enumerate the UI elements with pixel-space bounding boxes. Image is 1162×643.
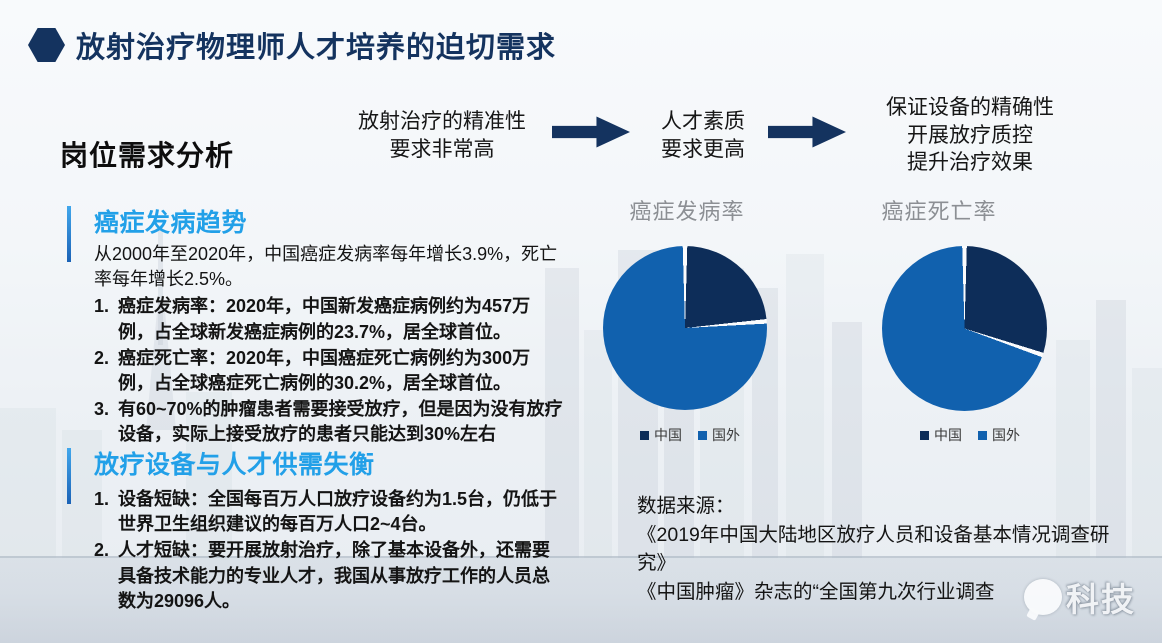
legend-entry-foreign: 国外: [978, 425, 1020, 445]
list-number: 2.: [94, 347, 110, 368]
watermark: 科技: [1024, 573, 1136, 621]
hexagon-bullet-icon: [28, 28, 65, 62]
right-arrow-icon: [552, 116, 630, 148]
list-number: 1.: [94, 489, 110, 509]
flow-step-talent: 人才素质 要求更高: [661, 110, 745, 161]
pie-chart-mortality: [882, 246, 1047, 411]
legend-label: 国外: [992, 427, 1020, 443]
list-item: 1. 设备短缺：全国每百万人口放疗设备约为1.5台，仍低于世界卫生组织建议的每百…: [94, 487, 564, 537]
list-text: 人才短缺：要开展放射治疗，除了基本设备外，还需要具备技术能力的专业人才，我国从事…: [118, 540, 550, 611]
legend-label: 国外: [712, 427, 740, 443]
section-supply-imbalance-body: 1. 设备短缺：全国每百万人口放疗设备约为1.5台，仍低于世界卫生组织建议的每百…: [94, 486, 564, 614]
section-accent-bar: [67, 206, 71, 262]
watermark-text: 科技: [1066, 581, 1136, 618]
pie-chart-incidence: [603, 246, 767, 410]
chart-title-incidence: 癌症发病率: [629, 199, 745, 224]
chart-legend: 中国 国外: [640, 425, 740, 445]
legend-swatch: [920, 430, 929, 440]
section-heading-cancer-trend: 癌症发病趋势: [94, 209, 248, 237]
legend-entry-china: 中国: [920, 425, 962, 445]
list-text: 有60~70%的肿瘤患者需要接受放疗，但是因为没有放疗设备，实际上接受放疗的患者…: [118, 399, 563, 445]
list-number: 1.: [94, 296, 110, 317]
legend-label: 中国: [934, 427, 962, 443]
legend-swatch: [978, 430, 987, 440]
flow-step-outcome: 保证设备的精确性 开展放疗质控 提升治疗效果: [886, 96, 1054, 175]
list-item: 2. 癌症死亡率：2020年，中国癌症死亡病例约为300万例，占全球癌症死亡病例…: [94, 346, 564, 396]
list-text: 设备短缺：全国每百万人口放疗设备约为1.5台，仍低于世界卫生组织建议的每百万人口…: [118, 489, 558, 535]
list-text: 癌症发病率：2020年，中国新发癌症病例约为457万例，占全球新发癌症病例的23…: [118, 296, 531, 342]
page-title: 放射治疗物理师人才培养的迫切需求: [76, 32, 557, 64]
chart-legend: 中国 国外: [920, 425, 1020, 445]
section-heading-supply-imbalance: 放疗设备与人才供需失衡: [94, 451, 375, 479]
list-item: 2. 人才短缺：要开展放射治疗，除了基本设备外，还需要具备技术能力的专业人才，我…: [94, 538, 564, 614]
section-accent-bar: [67, 448, 71, 504]
list-item: 3. 有60~70%的肿瘤患者需要接受放疗，但是因为没有放疗设备，实际上接受放疗…: [94, 397, 564, 447]
cancer-trend-intro: 从2000年至2020年，中国癌症发病率每年增长3.9%，死亡率每年增长2.5%…: [94, 244, 558, 290]
analysis-label: 岗位需求分析: [60, 140, 235, 171]
section-cancer-trend-body: 从2000年至2020年，中国癌症发病率每年增长3.9%，死亡率每年增长2.5%…: [94, 242, 564, 448]
legend-entry-china: 中国: [640, 425, 682, 445]
list-item: 1. 癌症发病率：2020年，中国新发癌症病例约为457万例，占全球新发癌症病例…: [94, 294, 564, 344]
list-text: 癌症死亡率：2020年，中国癌症死亡病例约为300万例，占全球癌症死亡病例的30…: [118, 347, 531, 393]
legend-label: 中国: [654, 427, 682, 443]
chart-title-mortality: 癌症死亡率: [881, 199, 997, 224]
data-source-text: 数据来源： 《2019年中国大陆地区放疗人员和设备基本情况调查研究》 《中国肿瘤…: [637, 495, 1110, 603]
list-number: 3.: [94, 399, 110, 420]
flow-step-precision: 放射治疗的精准性 要求非常高: [358, 110, 526, 161]
legend-entry-foreign: 国外: [698, 425, 740, 445]
legend-swatch: [698, 430, 707, 440]
list-number: 2.: [94, 540, 110, 561]
legend-swatch: [640, 430, 649, 440]
chat-bubble-icon: [1024, 579, 1062, 615]
right-arrow-icon: [768, 116, 846, 148]
